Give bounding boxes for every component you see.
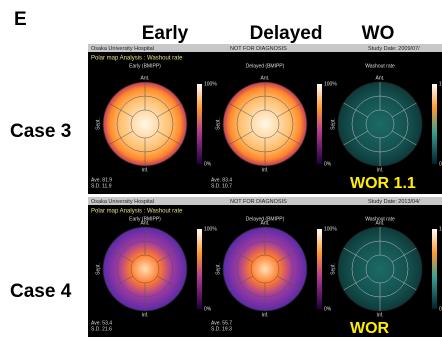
case-label: Case 4 (10, 281, 72, 302)
orient-ant: Ant. (261, 220, 270, 226)
wor-label: WOR 1.1 (350, 175, 416, 192)
wor-label: WOR (350, 320, 390, 337)
scale-min: 0% (324, 306, 332, 312)
scale-min: 0% (204, 161, 212, 167)
orient-sept: Sept. (95, 118, 101, 130)
orient-ant: Ant. (376, 220, 385, 226)
case-label: Case 3 (10, 121, 71, 142)
hospital: Osaka University Hospital (91, 199, 154, 205)
column-header: Early (142, 23, 189, 44)
color-bar (432, 229, 437, 309)
analysis-title: Polar map Analysis : Washout rate (91, 209, 183, 215)
orient-ant: Ant. (376, 75, 385, 81)
map-title: Delayed (BMIPP) (246, 63, 285, 69)
scale-min: 0% (204, 306, 212, 312)
map-title: Early (BMIPP) (129, 63, 161, 69)
color-bar (197, 84, 202, 164)
scale-min: 0% (324, 161, 332, 167)
orient-inf: Inf. (262, 312, 269, 318)
stat: S.D. 19.3 (211, 326, 232, 332)
color-bar (317, 84, 322, 164)
orient-sept: Sept. (95, 263, 101, 275)
orient-sept: Sept. (330, 118, 336, 130)
analysis-title: Polar map Analysis : Washout rate (91, 56, 183, 62)
scale-max: 100% (204, 81, 217, 87)
stat: S.D. 10.7 (211, 183, 232, 189)
orient-sept: Sept. (215, 263, 221, 275)
notice: NOT FOR DIAGNOSIS (230, 46, 287, 52)
orient-inf: Inf. (377, 312, 384, 318)
color-bar (432, 84, 437, 164)
study-date: Study Date: 2013/04/ (368, 199, 420, 205)
scale-max: 100% (324, 226, 337, 232)
color-bar (317, 229, 322, 309)
stat: S.D. 21.6 (91, 326, 112, 332)
stat: S.D. 11.9 (91, 183, 112, 189)
orient-inf: Inf. (142, 312, 149, 318)
orient-inf: Inf. (377, 167, 384, 173)
color-bar (197, 229, 202, 309)
notice: NOT FOR DIAGNOSIS (230, 199, 287, 205)
hospital: Osaka University Hospital (91, 46, 154, 52)
study-date: Study Date: 2009/07/ (368, 46, 420, 52)
column-header: Delayed (250, 23, 323, 44)
orient-ant: Ant. (261, 75, 270, 81)
orient-ant: Ant. (141, 220, 150, 226)
scale-max: 100% (204, 226, 217, 232)
map-title: Washout rate (365, 63, 395, 69)
orient-ant: Ant. (141, 75, 150, 81)
orient-sept: Sept. (215, 118, 221, 130)
orient-sept: Sept. (330, 263, 336, 275)
scale-max: 100% (324, 81, 337, 87)
figure: E Early Delayed WO Osaka University Hosp… (0, 0, 442, 337)
orient-inf: Inf. (142, 167, 149, 173)
panel-label: E (14, 9, 27, 30)
orient-inf: Inf. (262, 167, 269, 173)
column-header: WO (362, 23, 395, 44)
